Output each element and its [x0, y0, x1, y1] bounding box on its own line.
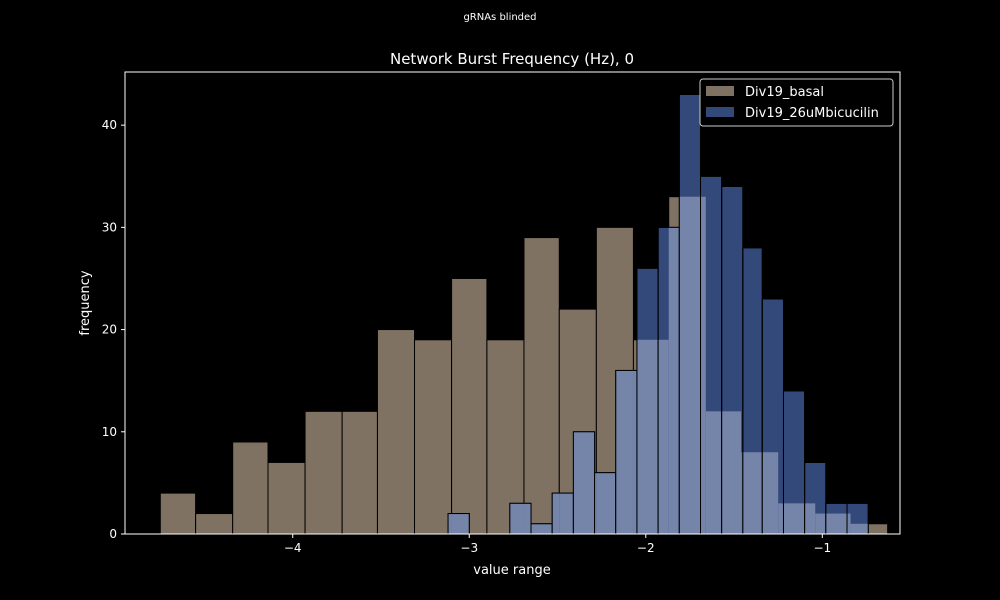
legend: Div19_basal Div19_26uMbicucilin [699, 78, 894, 127]
x-tick-label: −1 [813, 541, 831, 555]
bar-overlap [509, 503, 524, 534]
bar-overlap [825, 513, 848, 534]
y-tick-label: 0 [109, 527, 117, 541]
bar-overlap [741, 452, 743, 534]
x-tick-label: −2 [637, 541, 655, 555]
bar-overlap [451, 513, 470, 534]
bar-overlap [668, 227, 680, 534]
bar-overlap [762, 452, 779, 534]
bar-overlap [531, 523, 553, 534]
bar-basal [451, 277, 488, 535]
figure-suptitle: gRNAs blinded [463, 12, 536, 23]
bar-basal [232, 441, 269, 535]
bar-overlap [559, 493, 574, 534]
y-tick-label: 10 [102, 425, 117, 439]
bar-overlap [850, 523, 869, 534]
x-axis: −4 −3 −2 −1 [284, 534, 831, 555]
bar-basal [486, 339, 525, 535]
x-tick-label: −4 [284, 541, 302, 555]
plot-frame [124, 71, 901, 535]
bar-overlap [552, 493, 560, 534]
legend-box [699, 78, 894, 127]
y-tick-label: 30 [102, 220, 117, 234]
legend-swatch-bicucilin [706, 107, 734, 117]
legend-swatch-basal [706, 86, 734, 96]
bar-basal [159, 492, 197, 535]
bar-basal [341, 410, 378, 535]
bar-overlap [679, 196, 701, 535]
bar-overlap [778, 503, 784, 534]
bar-basal [376, 329, 416, 535]
bar-overlap [783, 503, 805, 534]
bar-overlap [448, 513, 452, 534]
bar-overlap [721, 411, 742, 534]
chart-title: Network Burst Frequency (Hz), 0 [390, 50, 634, 68]
bar-overlap [615, 370, 634, 534]
legend-label-bicucilin: Div19_26uMbicucilin [745, 106, 879, 121]
bar-basal [304, 410, 343, 535]
bar-overlap [596, 472, 616, 534]
bar-basal [523, 237, 560, 535]
y-axis-label: frequency [78, 270, 93, 336]
bar-overlap [705, 411, 722, 534]
bar-overlap [636, 339, 659, 534]
bar-basal [414, 339, 453, 535]
bar-overlap [815, 513, 826, 534]
bar-overlap [804, 503, 816, 534]
bar-overlap [523, 503, 532, 534]
bar-overlap [633, 370, 637, 534]
y-tick-label: 20 [102, 323, 117, 337]
legend-label-basal: Div19_basal [745, 85, 824, 100]
bar-overlap [594, 472, 597, 534]
y-tick-label: 40 [102, 118, 117, 132]
y-axis: 0 10 20 30 40 [102, 118, 125, 541]
bar-basal [195, 513, 234, 535]
x-tick-label: −3 [460, 541, 478, 555]
bar-overlap [700, 196, 706, 535]
bar-overlap [573, 431, 595, 534]
bar-overlap [847, 513, 851, 534]
bar-basal [267, 461, 306, 535]
x-axis-label: value range [473, 563, 550, 578]
bar-overlap [742, 452, 763, 534]
bars-layer [159, 93, 889, 535]
bar-overlap [658, 339, 669, 534]
